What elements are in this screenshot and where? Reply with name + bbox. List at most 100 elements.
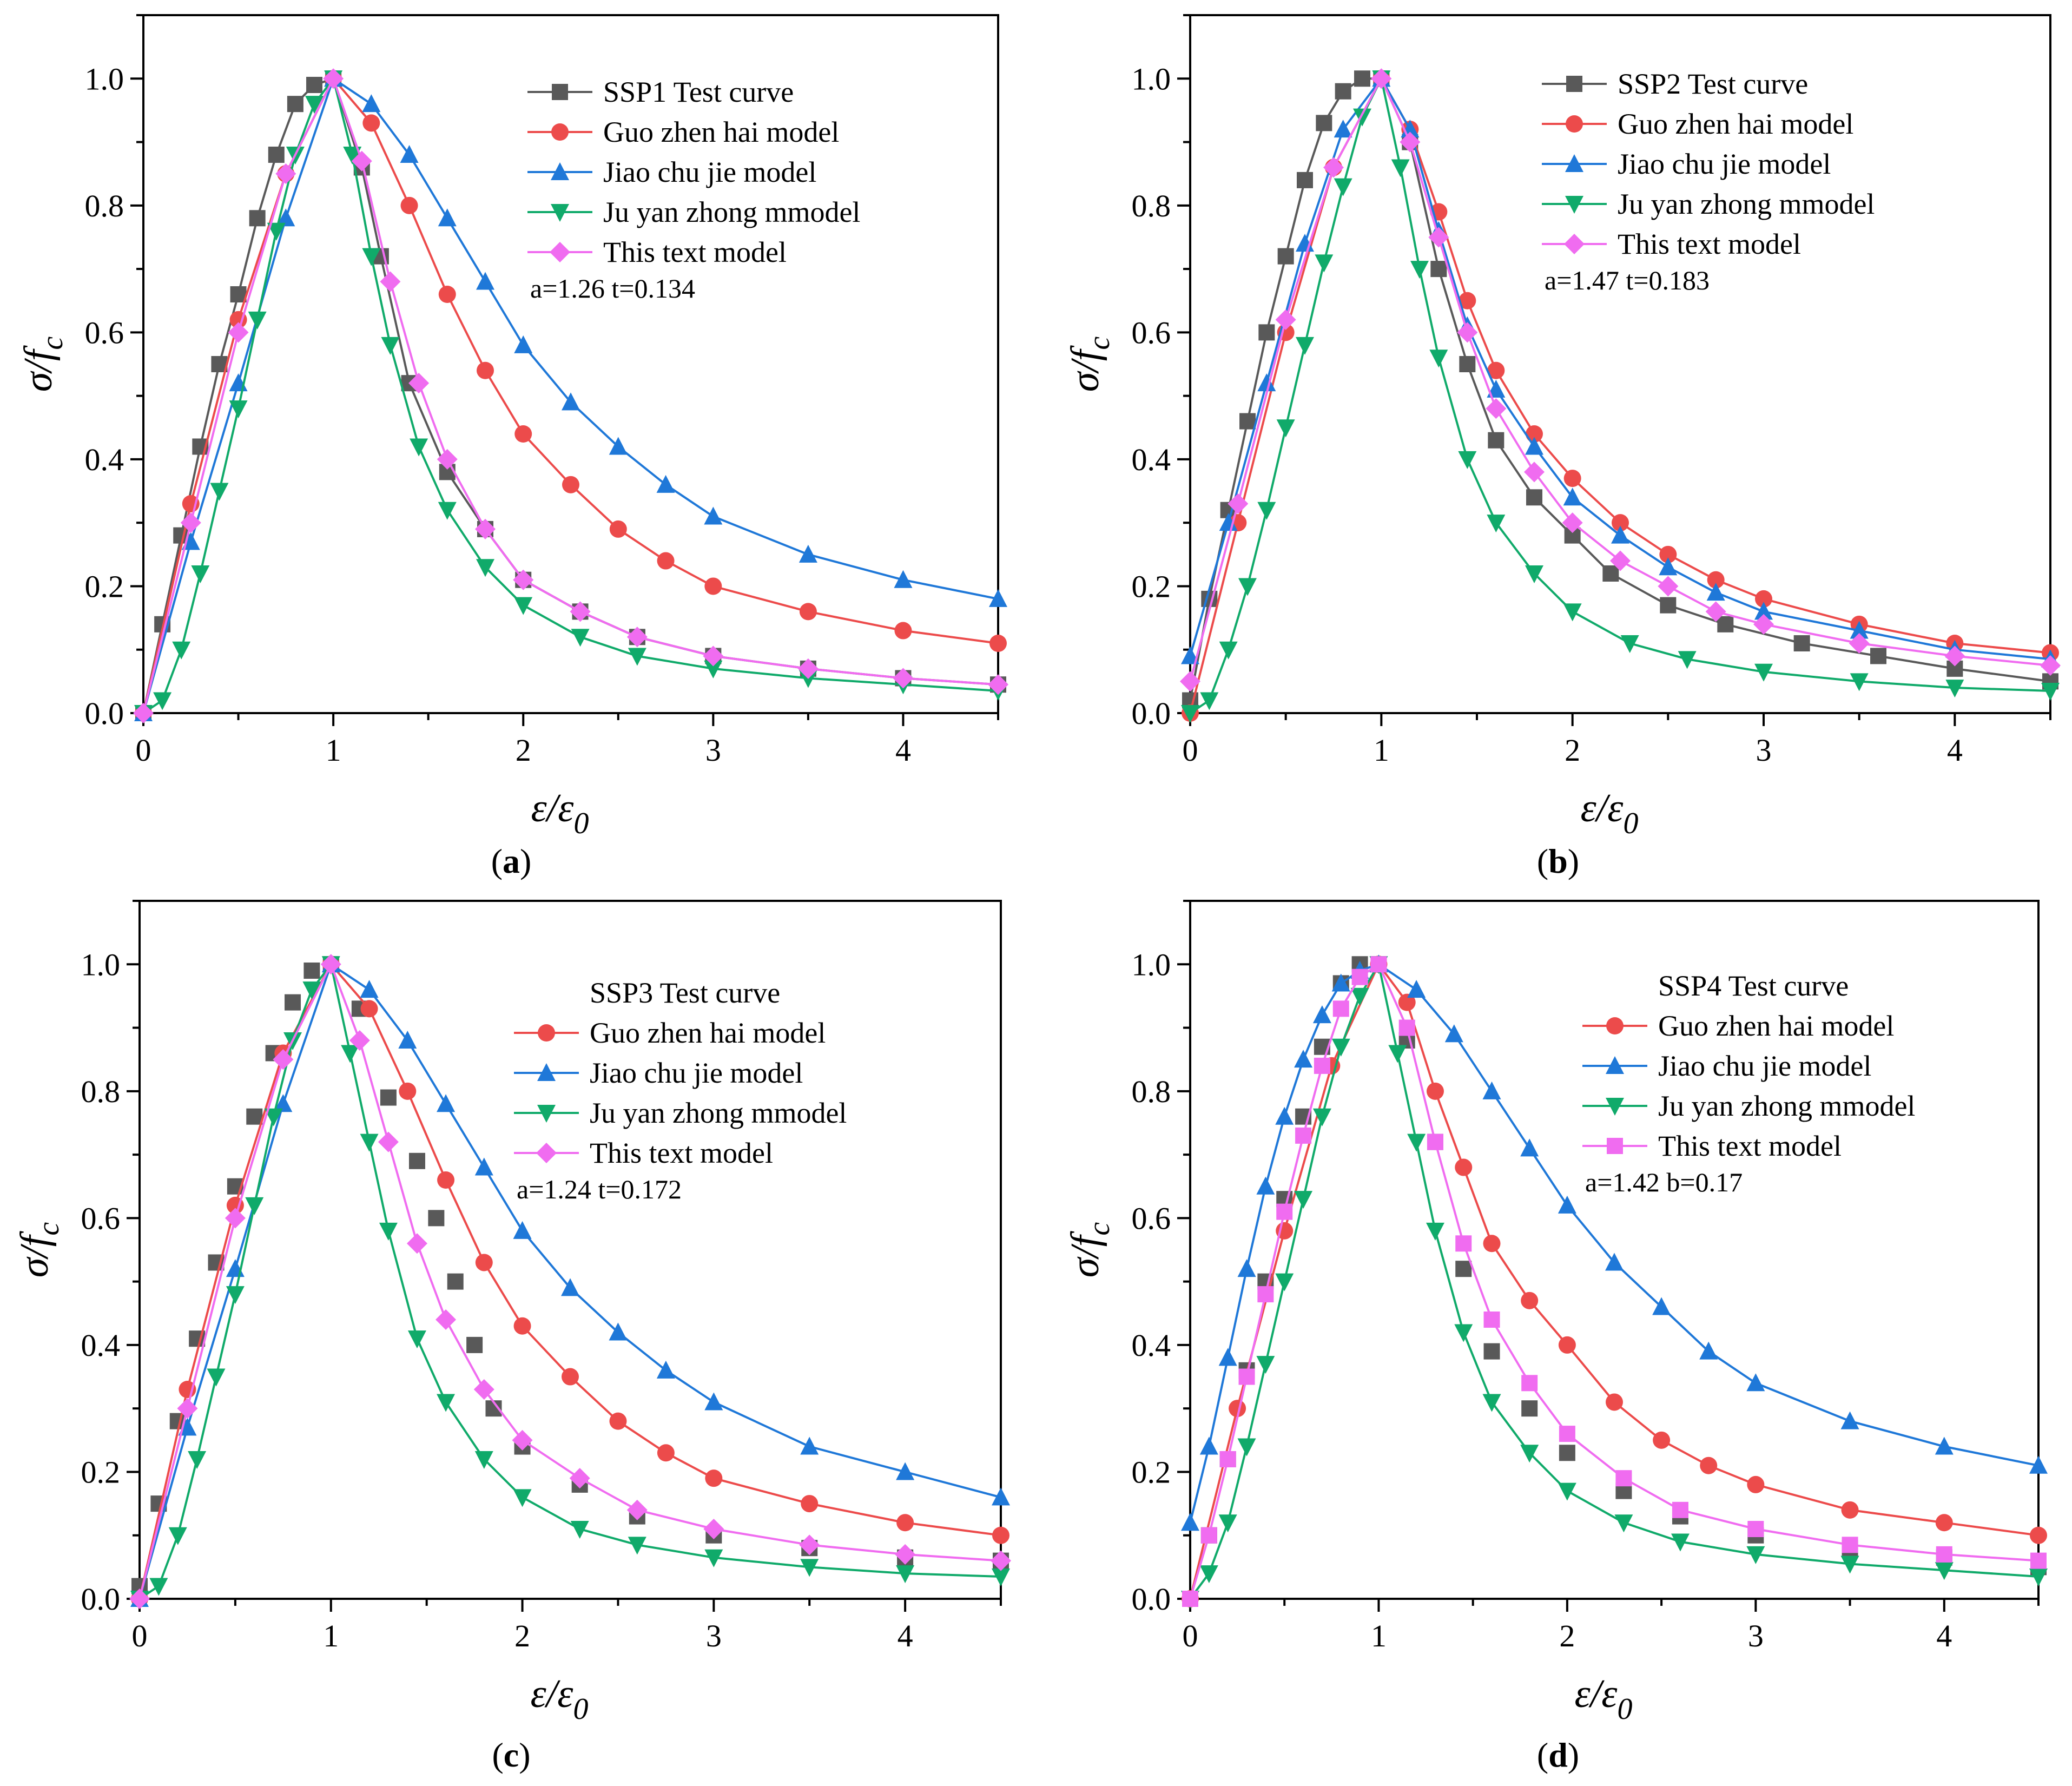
data-point-ju xyxy=(362,248,381,266)
data-point-jiao xyxy=(1520,1138,1539,1157)
data-point-ju xyxy=(1331,1038,1350,1057)
data-point-jiao xyxy=(1218,1348,1237,1366)
data-point-jiao xyxy=(474,1157,493,1176)
data-point-this xyxy=(435,1309,457,1330)
legend-marker-this xyxy=(1564,234,1585,254)
data-point-jiao xyxy=(398,1031,417,1049)
y-tick-label: 0.8 xyxy=(1132,1074,1171,1109)
data-point-jiao xyxy=(1605,1253,1624,1271)
legend-marker-guo xyxy=(1566,115,1583,133)
x-tick-label: 0 xyxy=(1183,1618,1198,1653)
data-point-guo xyxy=(2030,1526,2047,1544)
y-tick-label: 1.0 xyxy=(1132,947,1171,982)
data-point-guo xyxy=(1606,1393,1623,1411)
data-point-this xyxy=(473,1379,494,1400)
data-point-ju xyxy=(628,1537,646,1555)
y-tick-label: 0.0 xyxy=(1132,696,1171,731)
data-point-guo xyxy=(1612,514,1629,532)
data-point-jiao xyxy=(1275,1106,1294,1125)
data-point-this xyxy=(1672,1501,1688,1518)
data-point-test xyxy=(1277,248,1294,265)
data-point-guo xyxy=(514,425,532,443)
data-point-this xyxy=(1747,1521,1764,1537)
data-point-test xyxy=(447,1273,464,1290)
data-point-guo xyxy=(705,1469,723,1487)
data-point-guo xyxy=(1558,1336,1576,1354)
data-point-jiao xyxy=(561,1278,579,1296)
data-point-jiao xyxy=(1199,1436,1218,1455)
data-point-jiao xyxy=(992,1487,1010,1506)
data-point-guo xyxy=(1426,1082,1444,1100)
data-point-ju xyxy=(438,502,457,520)
data-point-jiao xyxy=(609,437,628,455)
legend-label-this: This text model xyxy=(603,236,787,268)
data-point-jiao xyxy=(1331,973,1350,992)
data-point-ju xyxy=(188,1451,207,1469)
x-tick-label: 0 xyxy=(136,733,151,768)
series-line-ju xyxy=(142,76,999,714)
data-point-ju xyxy=(210,483,229,501)
data-point-this xyxy=(1200,1527,1217,1544)
data-point-guo xyxy=(400,196,418,214)
legend-label-guo: Guo zhen hai model xyxy=(1658,1010,1894,1042)
data-point-ju xyxy=(476,559,494,577)
legend-label-ju: Ju yan zhong mmodel xyxy=(603,196,860,228)
data-point-jiao xyxy=(799,544,817,563)
data-point-this xyxy=(1228,493,1249,514)
data-point-jiao xyxy=(1850,621,1869,639)
data-point-this xyxy=(133,703,154,723)
data-point-guo xyxy=(1653,1431,1671,1449)
data-point-this xyxy=(1180,671,1200,692)
data-point-ju xyxy=(245,1197,264,1215)
data-point-jiao xyxy=(1312,1005,1331,1024)
legend-label-test: SSP2 Test curve xyxy=(1618,68,1808,100)
data-point-test xyxy=(1483,1343,1500,1360)
data-point-guo xyxy=(1487,361,1505,379)
data-point-ju xyxy=(800,1559,819,1577)
data-point-this xyxy=(1182,1591,1198,1607)
data-point-ju xyxy=(1487,515,1506,533)
legend-marker-this xyxy=(550,242,570,262)
x-tick-label: 0 xyxy=(1183,733,1198,768)
data-point-jiao xyxy=(1706,583,1725,601)
data-point-jiao xyxy=(1525,437,1543,455)
data-point-ju xyxy=(1620,635,1639,653)
data-point-ju xyxy=(1199,1565,1218,1584)
data-point-ju xyxy=(1315,254,1334,273)
y-axis-label: σ/fc xyxy=(16,337,69,392)
series-line-guo xyxy=(1189,962,2039,1599)
data-point-guo xyxy=(1755,590,1772,608)
x-axis-label: ε/ε0 xyxy=(531,1672,589,1726)
x-tick-label: 4 xyxy=(1936,1618,1952,1653)
legend-label-this: This text model xyxy=(1658,1130,1842,1162)
data-point-this xyxy=(626,1499,648,1520)
x-tick-label: 4 xyxy=(895,733,911,768)
legend-marker-guo xyxy=(551,123,569,141)
y-tick-label: 0.4 xyxy=(1132,442,1171,477)
data-point-guo xyxy=(1483,1235,1501,1253)
data-point-ju xyxy=(437,1394,456,1412)
data-point-guo xyxy=(992,1526,1009,1544)
legend-label-test: SSP1 Test curve xyxy=(603,76,794,108)
data-point-guo xyxy=(1521,1291,1539,1309)
data-point-test xyxy=(1521,1400,1538,1417)
data-point-jiao xyxy=(1652,1297,1671,1315)
data-point-this xyxy=(1219,1451,1236,1467)
legend-marker-test xyxy=(1566,76,1582,92)
data-point-guo xyxy=(1455,1158,1473,1176)
legend-label-ju: Ju yan zhong mmodel xyxy=(1618,188,1875,220)
parameter-annotation: a=1.47 t=0.183 xyxy=(1545,265,1710,295)
data-point-this xyxy=(626,627,648,648)
data-point-jiao xyxy=(1444,1024,1463,1043)
data-point-this xyxy=(1936,1546,1952,1563)
data-point-jiao xyxy=(476,272,494,290)
data-point-this xyxy=(437,449,458,470)
plot-area-frame xyxy=(1189,14,2051,714)
y-tick-label: 0.2 xyxy=(1132,1454,1171,1490)
panel-d: 0 1 2 3 4 0.0 0.2 0.4 0.6 0.8 1.0 ε/ε0 σ/fc SSP4 Test… xyxy=(1063,900,2048,1774)
y-tick-label: 0.6 xyxy=(85,315,124,350)
data-point-this xyxy=(380,271,401,292)
x-tick-label: 3 xyxy=(1756,733,1772,768)
data-point-ju xyxy=(570,1521,589,1539)
data-point-jiao xyxy=(704,506,723,525)
